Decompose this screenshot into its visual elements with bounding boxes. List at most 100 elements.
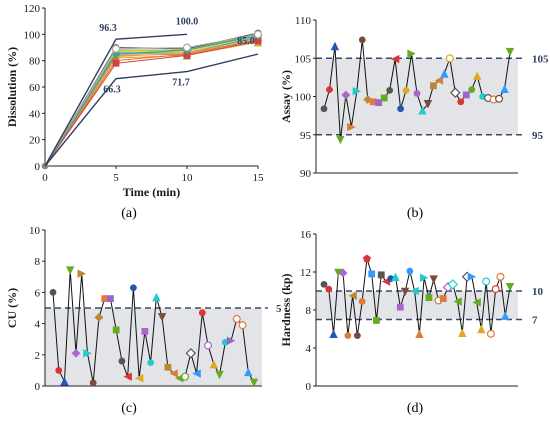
y-axis-label: CU (%) bbox=[5, 288, 19, 328]
spec-band bbox=[45, 308, 262, 386]
x-tick-label: 0 bbox=[42, 172, 48, 184]
y-tick-label: 100 bbox=[295, 92, 312, 104]
y-tick-label: 95 bbox=[300, 130, 312, 142]
data-point bbox=[330, 41, 340, 51]
series-point bbox=[183, 43, 192, 52]
data-point bbox=[363, 95, 373, 104]
y-tick-label: 120 bbox=[24, 3, 41, 15]
data-point bbox=[410, 286, 419, 296]
data-point bbox=[368, 270, 376, 278]
data-point bbox=[244, 367, 253, 377]
data-point bbox=[123, 372, 132, 381]
limit-label: 105 bbox=[532, 53, 549, 65]
data-point bbox=[495, 94, 504, 103]
data-point bbox=[462, 91, 470, 99]
data-point bbox=[390, 54, 400, 64]
data-point bbox=[440, 69, 449, 78]
panel-d: 10 7 0 4 8 12 16 Hardness (kp) (d) bbox=[279, 229, 544, 416]
data-point bbox=[141, 328, 149, 335]
series-line bbox=[44, 33, 259, 167]
data-point bbox=[232, 314, 241, 323]
data-point bbox=[486, 329, 495, 338]
y-tick-label: 8 bbox=[306, 305, 312, 317]
data-point bbox=[181, 372, 190, 381]
panel-label: (c) bbox=[121, 401, 137, 416]
data-point bbox=[439, 295, 447, 302]
y-tick-label: 100 bbox=[24, 29, 41, 41]
data-point bbox=[500, 84, 509, 94]
data-point bbox=[164, 363, 172, 371]
data-point bbox=[496, 272, 505, 281]
data-point bbox=[66, 266, 75, 275]
data-point bbox=[472, 71, 482, 81]
y-axis-label: Hardness (kp) bbox=[279, 273, 293, 346]
data-point bbox=[447, 279, 459, 290]
data-point bbox=[380, 94, 388, 102]
x-tick-label: 10 bbox=[182, 172, 194, 184]
panel-label: (b) bbox=[407, 206, 424, 221]
data-point bbox=[334, 268, 343, 278]
y-tick-label: 105 bbox=[295, 53, 312, 65]
series-point bbox=[254, 37, 262, 45]
data-point bbox=[407, 49, 416, 58]
data-point bbox=[49, 289, 57, 296]
y-tick-label: 0 bbox=[306, 381, 312, 393]
y-tick-label: 80 bbox=[29, 56, 41, 68]
limit-label: 10 bbox=[532, 286, 544, 298]
data-point bbox=[147, 359, 155, 366]
data-point bbox=[130, 284, 137, 292]
data-point bbox=[362, 254, 371, 263]
limit-label: 5 bbox=[276, 303, 282, 315]
data-point bbox=[400, 287, 410, 297]
data-point bbox=[89, 379, 97, 387]
data-point bbox=[329, 329, 338, 338]
x-tick-label: 15 bbox=[253, 172, 265, 184]
data-point bbox=[415, 329, 424, 338]
data-point bbox=[209, 359, 218, 369]
data-point bbox=[320, 105, 328, 113]
data-point bbox=[344, 332, 352, 340]
series-point bbox=[112, 59, 120, 67]
data-point bbox=[386, 86, 394, 94]
data-point bbox=[94, 312, 104, 322]
series-line bbox=[52, 270, 255, 384]
data-point bbox=[406, 267, 414, 275]
data-point bbox=[445, 54, 454, 63]
data-point bbox=[352, 86, 362, 96]
data-point bbox=[453, 297, 462, 306]
data-point bbox=[320, 280, 328, 288]
data-point bbox=[423, 99, 433, 109]
data-point bbox=[369, 98, 377, 106]
data-point bbox=[429, 275, 438, 284]
data-point bbox=[107, 295, 114, 303]
series-line bbox=[44, 35, 259, 167]
series-point bbox=[254, 30, 263, 39]
data-point bbox=[71, 348, 81, 358]
data-point bbox=[391, 272, 400, 281]
data-point bbox=[348, 291, 357, 300]
data-point bbox=[358, 36, 366, 44]
data-point bbox=[413, 90, 421, 97]
data-point bbox=[375, 99, 383, 107]
y-tick-label: 110 bbox=[295, 15, 312, 27]
panel-b: 105 95 90 95 100 105 110 Assay (%) (b) bbox=[279, 15, 549, 221]
data-point bbox=[83, 349, 92, 358]
bound-annotation: 66.3 bbox=[103, 85, 121, 96]
data-point bbox=[101, 295, 109, 303]
data-point bbox=[457, 98, 465, 106]
panel-label: (a) bbox=[121, 206, 137, 221]
data-point bbox=[397, 105, 404, 113]
data-point bbox=[482, 277, 491, 286]
data-point bbox=[425, 294, 433, 302]
data-point bbox=[326, 86, 333, 94]
data-point bbox=[347, 122, 356, 132]
series-line bbox=[44, 39, 259, 167]
limit-label: 7 bbox=[532, 315, 538, 327]
limit-label: 95 bbox=[532, 130, 544, 142]
data-point bbox=[430, 82, 437, 90]
series-line bbox=[44, 40, 259, 167]
data-point bbox=[491, 285, 500, 294]
y-tick-label: 10 bbox=[29, 225, 41, 237]
data-point bbox=[501, 311, 510, 320]
